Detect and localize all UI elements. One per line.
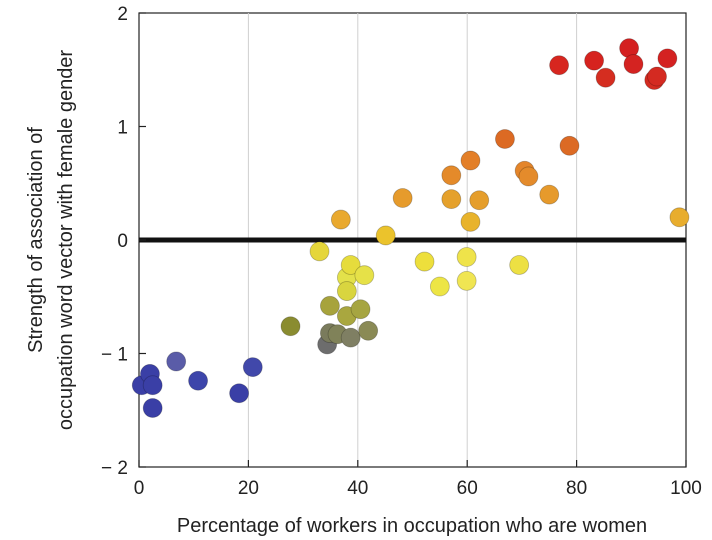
y-tick-labels: − 2 − 1 0 1 2 (101, 4, 128, 479)
data-point (414, 251, 435, 272)
x-tick-labels: 0 20 40 60 80 100 (134, 478, 702, 499)
data-point (166, 351, 187, 372)
data-point (441, 189, 462, 210)
data-point (657, 48, 678, 69)
data-point (509, 255, 530, 275)
data-point (441, 165, 462, 186)
data-point (309, 241, 330, 262)
x-tick-label: 100 (670, 478, 702, 499)
x-tick-label: 80 (566, 478, 587, 499)
data-point (460, 150, 481, 171)
y-tick-label: 1 (117, 118, 128, 139)
data-point (539, 184, 560, 205)
data-point (429, 276, 450, 297)
y-tick-label: 0 (117, 231, 128, 252)
x-tick-label: 20 (238, 478, 259, 499)
data-point (340, 327, 361, 348)
data-point (456, 247, 477, 267)
x-tick-label: 60 (457, 478, 478, 499)
axis-ticks (138, 12, 687, 468)
data-point (340, 255, 361, 275)
data-point (350, 299, 371, 320)
data-point (584, 50, 605, 71)
data-point (142, 375, 163, 396)
data-point (623, 54, 644, 74)
data-point (669, 207, 690, 228)
y-tick-label: − 1 (101, 345, 128, 366)
data-point (375, 225, 396, 246)
y-tick-label: 2 (117, 4, 128, 25)
data-point (456, 270, 477, 291)
data-point (549, 55, 569, 76)
x-tick-label: 0 (134, 478, 145, 499)
data-point (242, 357, 263, 378)
data-point (595, 67, 616, 88)
data-point (647, 66, 667, 87)
data-point (188, 370, 208, 391)
data-point (330, 209, 351, 230)
data-point (229, 383, 250, 404)
x-axis-title: Percentage of workers in occupation who … (177, 515, 647, 537)
y-axis-title-line-1: Strength of association of (25, 127, 47, 353)
data-point (280, 316, 301, 337)
data-point (320, 295, 340, 316)
data-point (142, 398, 163, 418)
y-axis-title-line-2: occupation word vector with female gende… (55, 50, 77, 431)
data-point (469, 190, 490, 211)
data-points (131, 38, 690, 418)
data-point (559, 135, 580, 156)
data-point (336, 281, 357, 301)
data-point (392, 188, 413, 208)
data-point (358, 320, 379, 341)
data-point (518, 166, 539, 187)
data-point (460, 211, 481, 232)
data-point (354, 265, 375, 286)
data-point (495, 129, 515, 149)
y-tick-label: − 2 (101, 458, 128, 479)
x-tick-label: 40 (347, 478, 368, 499)
